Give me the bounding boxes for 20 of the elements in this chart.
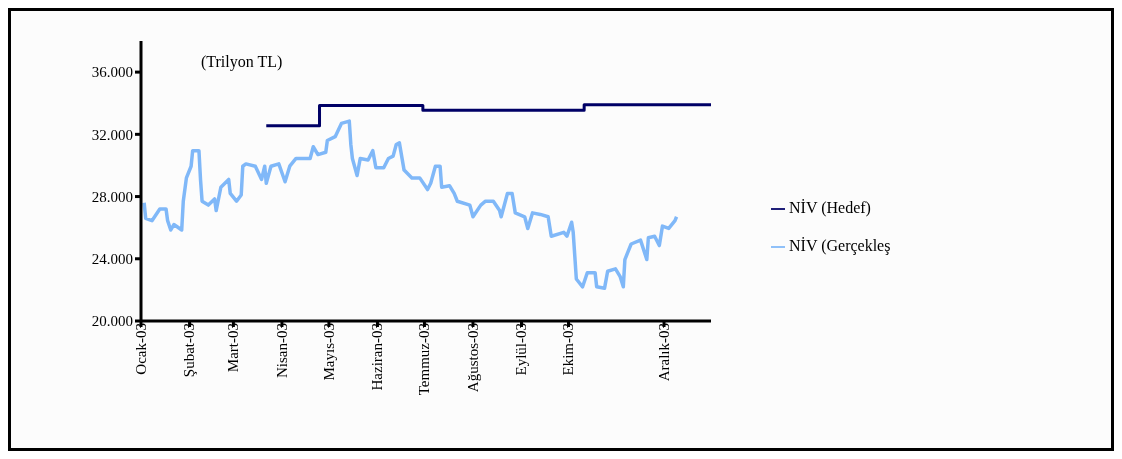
legend-label: NİV (Gerçekleş xyxy=(789,237,891,254)
y-tick-label: 28.000 xyxy=(91,188,133,205)
y-tick-label: 32.000 xyxy=(91,126,133,143)
x-tick-label: Mayıs-03 xyxy=(320,323,337,381)
x-tick-label: Mart-03 xyxy=(225,323,242,373)
x-tick-label: Eylül-03 xyxy=(513,323,530,376)
x-tick-label: Ekim-03 xyxy=(560,323,577,376)
x-tick-label: Haziran-03 xyxy=(369,323,386,391)
x-tick-label: Aralık-03 xyxy=(655,323,672,382)
x-tick-label: Ocak-03 xyxy=(132,323,149,375)
y-tick-label: 20.000 xyxy=(91,313,133,330)
annotation: (Trilyon TL) xyxy=(201,53,283,71)
line-series xyxy=(142,119,679,291)
x-tick-label: Ağustos-03 xyxy=(464,323,481,393)
x-tick-label: Şubat-03 xyxy=(181,323,198,378)
y-tick-label: 36.000 xyxy=(91,64,133,81)
legend-label: NİV (Hedef) xyxy=(789,199,871,216)
y-tick-label: 24.000 xyxy=(91,251,133,268)
x-tick-label: Temmuz-03 xyxy=(416,323,433,396)
x-tick-label: Nisan-03 xyxy=(273,323,290,378)
